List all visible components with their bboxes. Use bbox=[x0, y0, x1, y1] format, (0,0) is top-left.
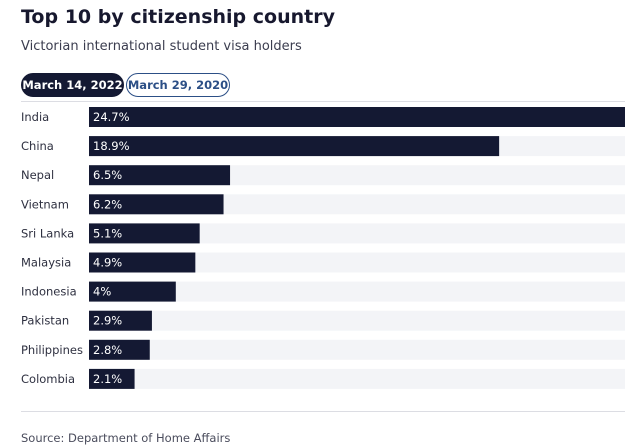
category-label-china: China bbox=[21, 139, 54, 153]
date-toggle-march-14-2022[interactable]: March 14, 2022 bbox=[21, 73, 124, 97]
bar-nepal[interactable] bbox=[89, 165, 231, 186]
bar-philippines[interactable] bbox=[89, 339, 150, 360]
category-label-indonesia: Indonesia bbox=[21, 285, 77, 299]
value-label-indonesia: 4% bbox=[93, 285, 111, 299]
category-label-philippines: Philippines bbox=[21, 343, 83, 357]
bar-track-pakistan bbox=[89, 310, 625, 331]
bar-track-indonesia bbox=[89, 281, 625, 302]
category-label-nepal: Nepal bbox=[21, 168, 54, 182]
bar-track-sri-lanka bbox=[89, 223, 625, 244]
chart-title: Top 10 by citizenship country bbox=[21, 6, 335, 28]
value-label-india: 24.7% bbox=[93, 110, 130, 124]
value-label-pakistan: 2.9% bbox=[93, 314, 122, 328]
bar-pakistan[interactable] bbox=[89, 310, 152, 331]
date-toggle-march-29-2020[interactable]: March 29, 2020 bbox=[126, 73, 230, 97]
bar-indonesia[interactable] bbox=[89, 281, 176, 302]
bottom-divider bbox=[21, 411, 625, 412]
value-label-colombia: 2.1% bbox=[93, 372, 122, 386]
category-label-colombia: Colombia bbox=[21, 372, 75, 386]
category-label-india: India bbox=[21, 110, 49, 124]
value-label-nepal: 6.5% bbox=[93, 168, 122, 182]
bar-track-philippines bbox=[89, 339, 625, 360]
value-label-vietnam: 6.2% bbox=[93, 197, 122, 211]
value-label-malaysia: 4.9% bbox=[93, 256, 122, 270]
category-label-sri-lanka: Sri Lanka bbox=[21, 226, 74, 240]
bar-india[interactable] bbox=[89, 107, 625, 127]
value-label-china: 18.9% bbox=[93, 139, 130, 153]
chart-subtitle: Victorian international student visa hol… bbox=[21, 39, 302, 54]
bar-vietnam[interactable] bbox=[89, 194, 224, 215]
bar-colombia[interactable] bbox=[89, 368, 135, 389]
top-divider bbox=[21, 101, 625, 102]
value-label-philippines: 2.8% bbox=[93, 343, 122, 357]
bar-china[interactable] bbox=[89, 136, 500, 157]
bar-track-malaysia bbox=[89, 252, 625, 273]
category-label-vietnam: Vietnam bbox=[21, 197, 69, 211]
bar-malaysia[interactable] bbox=[89, 252, 196, 273]
source-note: Source: Department of Home Affairs bbox=[21, 431, 231, 445]
bar-sri-lanka[interactable] bbox=[89, 223, 200, 244]
category-label-malaysia: Malaysia bbox=[21, 256, 71, 270]
bar-track-colombia bbox=[89, 368, 625, 389]
category-label-pakistan: Pakistan bbox=[21, 314, 69, 328]
value-label-sri-lanka: 5.1% bbox=[93, 226, 122, 240]
